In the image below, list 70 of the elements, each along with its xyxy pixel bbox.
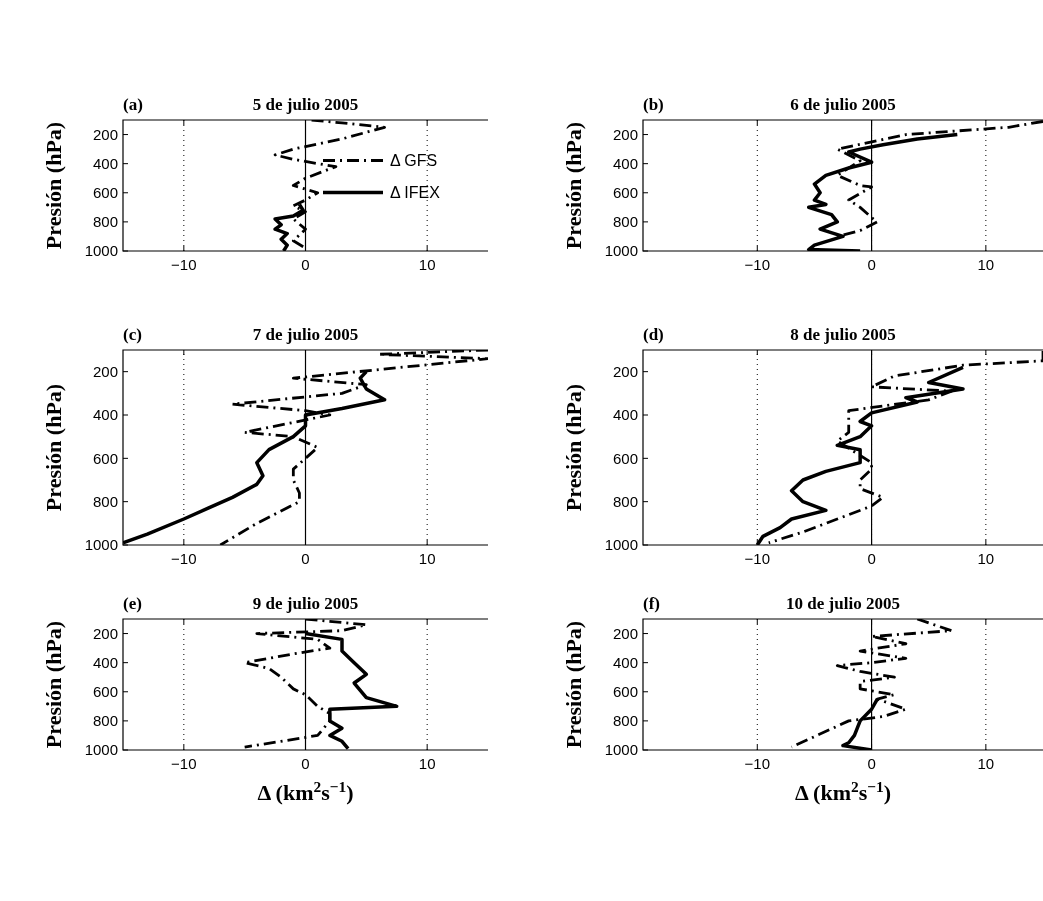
y-axis-title: Presión (hPa)	[561, 383, 586, 512]
text: (d)	[643, 325, 664, 344]
y-tick-label: 800	[612, 492, 638, 510]
legend-label: Δ IFEX	[390, 184, 441, 202]
y-tick-label: 600	[612, 683, 638, 701]
x-tick-label: 0	[867, 755, 876, 772]
y-axis-title: Presión (hPa)	[41, 121, 66, 250]
x-tick-label: −10	[171, 256, 197, 273]
y-tick-label: 400	[92, 154, 118, 172]
x-tick-label: 10	[977, 755, 995, 772]
y-tick-label: 1000	[84, 536, 118, 554]
y-tick-label: 800	[612, 712, 638, 730]
y-tick-label: 1000	[604, 242, 638, 260]
y-tick-label: 1000	[604, 536, 638, 554]
x-tick-label: 0	[867, 256, 876, 273]
x-axis-title: Δ (km$^{2}$s$^{−1}$)	[257, 777, 354, 805]
y-tick-label: 400	[612, 653, 638, 671]
chart-title: 5 de julio 2005	[252, 95, 359, 114]
x-tick-label: 0	[301, 550, 310, 567]
y-tick-label: 800	[92, 492, 118, 510]
x-tick-label: 0	[867, 550, 876, 567]
y-axis-title: Presión (hPa)	[41, 383, 66, 512]
y-tick-label: 400	[612, 154, 638, 172]
y-tick-label: 800	[612, 213, 638, 231]
y-tick-label: 800	[92, 213, 118, 231]
y-tick-label: 200	[612, 362, 638, 380]
y-tick-label: 1000	[84, 741, 118, 759]
y-tick-label: 200	[92, 624, 118, 642]
x-tick-label: 10	[977, 550, 995, 567]
x-axis-title: Δ (km$^{2}$s$^{−1}$)	[794, 777, 892, 805]
y-tick-label: 600	[612, 184, 638, 202]
y-tick-label: 400	[612, 406, 638, 424]
y-tick-label: 800	[92, 712, 118, 730]
chart-title: 10 de julio 2005	[786, 594, 900, 613]
x-tick-label: −10	[744, 755, 771, 772]
x-tick-label: −10	[744, 550, 771, 567]
y-tick-label: 200	[92, 362, 118, 380]
y-axis-title: Presión (hPa)	[561, 620, 586, 749]
y-tick-label: 600	[92, 449, 118, 467]
y-axis-title: Presión (hPa)	[41, 620, 66, 749]
text: (c)	[123, 325, 142, 344]
chart-title: 7 de julio 2005	[252, 325, 359, 344]
chart-title: 6 de julio 2005	[790, 95, 896, 114]
y-tick-label: 400	[92, 653, 118, 671]
x-tick-label: 10	[418, 256, 436, 273]
text: (a)	[123, 95, 143, 114]
x-tick-label: 10	[418, 550, 436, 567]
y-tick-label: 600	[92, 184, 118, 202]
x-tick-label: 0	[301, 256, 310, 273]
x-tick-label: 10	[418, 755, 436, 772]
y-tick-label: 1000	[604, 741, 638, 759]
x-tick-label: −10	[171, 550, 197, 567]
x-tick-label: 0	[301, 755, 310, 772]
text: (f)	[643, 594, 660, 613]
legend-label: Δ GFS	[390, 152, 438, 170]
x-tick-label: −10	[744, 256, 771, 273]
y-axis-title: Presión (hPa)	[561, 121, 586, 250]
x-tick-label: −10	[171, 755, 197, 772]
y-tick-label: 200	[92, 125, 118, 143]
text: (e)	[123, 594, 142, 613]
y-tick-label: 200	[612, 125, 638, 143]
x-tick-label: 10	[977, 256, 995, 273]
y-tick-label: 600	[92, 683, 118, 701]
y-tick-label: 600	[612, 449, 638, 467]
text: (b)	[643, 95, 664, 114]
y-tick-label: 400	[92, 406, 118, 424]
y-tick-label: 200	[612, 624, 638, 642]
y-tick-label: 1000	[84, 242, 118, 260]
chart-title: 8 de julio 2005	[790, 325, 896, 344]
chart-title: 9 de julio 2005	[252, 594, 359, 613]
